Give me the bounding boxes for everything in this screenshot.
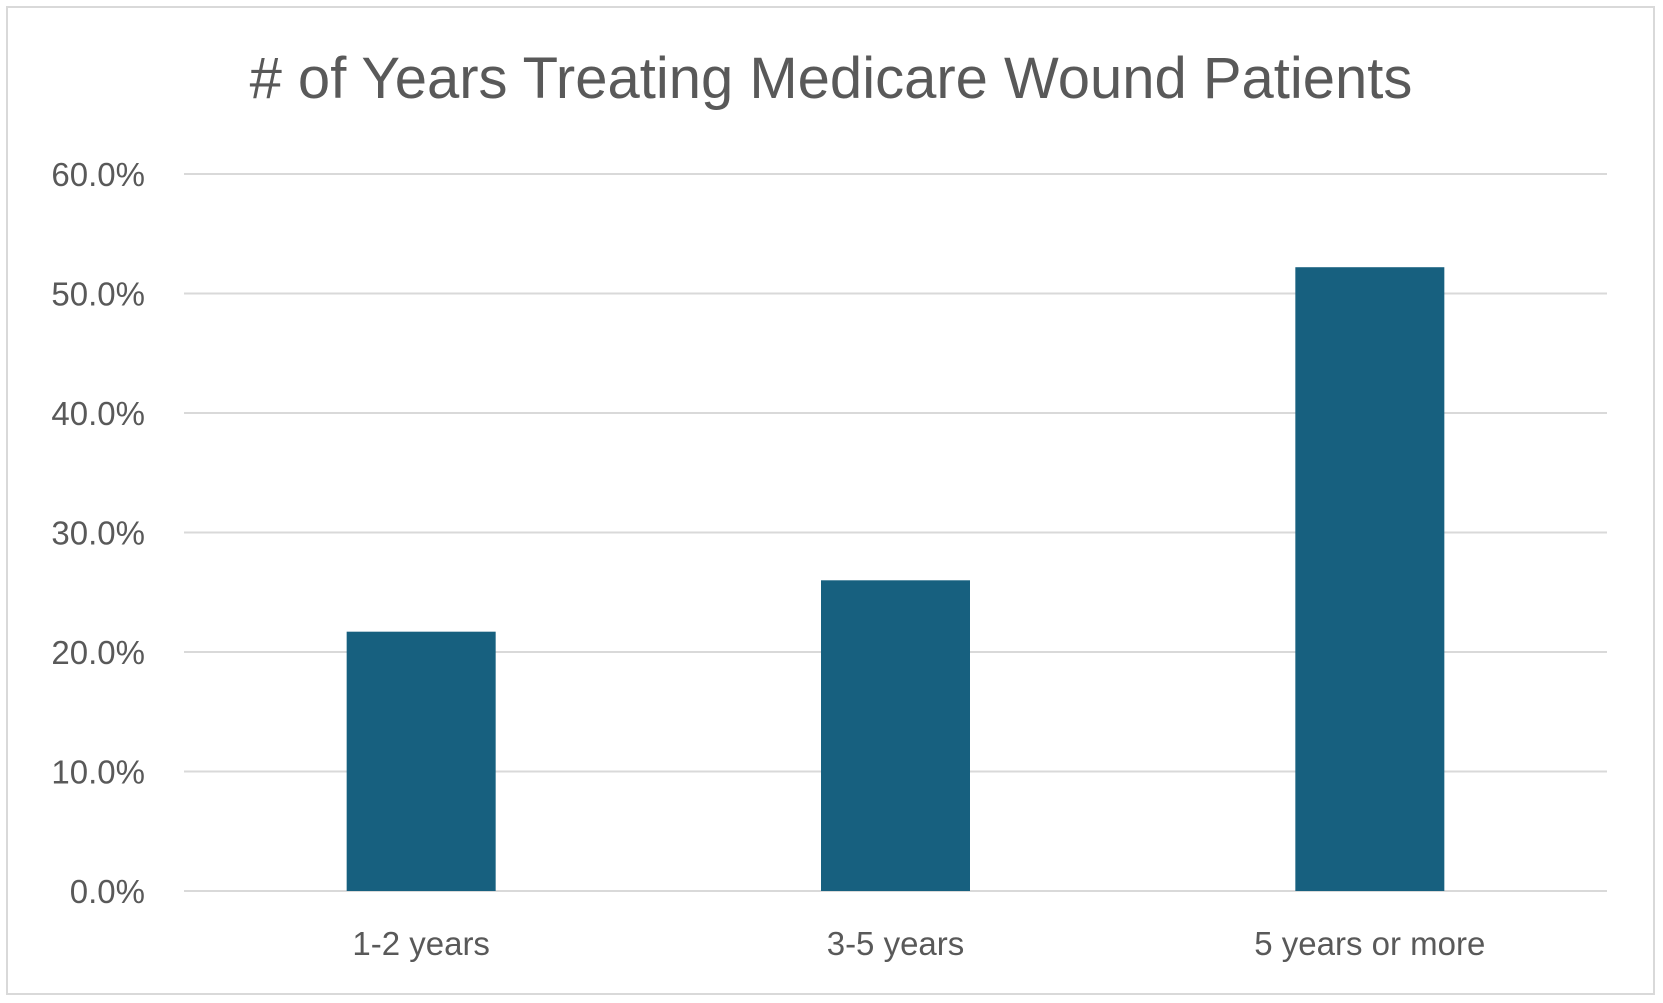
y-tick-label: 20.0% [51,634,145,671]
y-axis-tick-labels: 0.0% 10.0% 20.0% 30.0% 40.0% 50.0% 60.0% [51,156,145,910]
y-tick-label: 10.0% [51,754,145,791]
bar [1295,267,1445,892]
y-tick-label: 0.0% [70,873,145,910]
x-tick-label: 3-5 years [827,925,965,962]
y-tick-label: 40.0% [51,395,145,432]
x-axis-tick-labels: 1-2 years 3-5 years 5 years or more [352,925,1485,962]
bar [346,631,496,891]
bars [346,267,1445,892]
y-tick-label: 60.0% [51,156,145,193]
bar [821,580,970,891]
x-tick-label: 1-2 years [352,925,490,962]
x-tick-label: 5 years or more [1254,925,1485,962]
y-tick-label: 50.0% [51,276,145,313]
y-tick-label: 30.0% [51,515,145,552]
chart-title: # of Years Treating Medicare Wound Patie… [250,46,1413,111]
